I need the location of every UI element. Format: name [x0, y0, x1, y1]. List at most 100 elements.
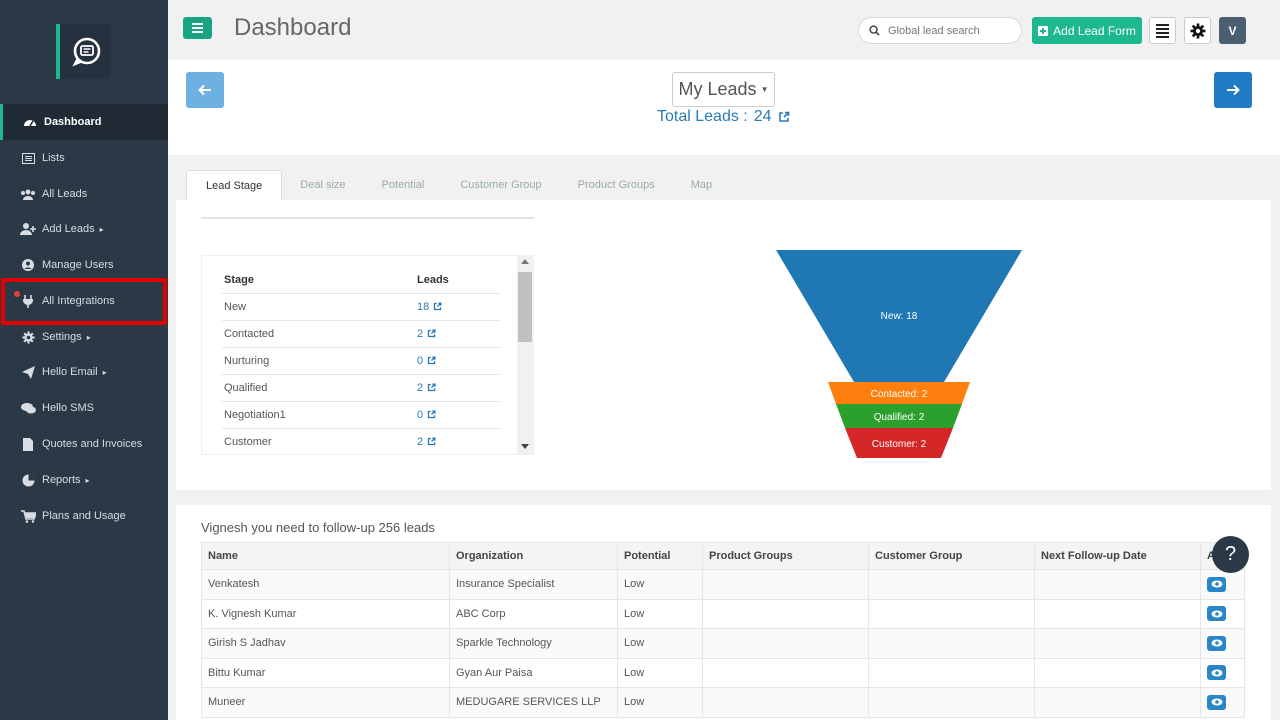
sidebar-item-manage-users[interactable]: Manage Users [0, 247, 168, 283]
tab-customer-group[interactable]: Customer Group [460, 179, 542, 191]
stage-leads-count: 2 [417, 381, 424, 394]
funnel-segment-0[interactable] [776, 250, 1022, 382]
my-leads-dropdown[interactable]: My Leads ▼ [672, 72, 775, 107]
sidebar-item-all-integrations[interactable]: All Integrations [0, 283, 168, 319]
lead-potential: Low [617, 569, 703, 600]
sidebar-item-reports[interactable]: Reports ▸ [0, 462, 168, 498]
lead-stats-panel: Lead Stage Deal size Potential Customer … [176, 170, 1271, 490]
lead-name: Muneer [201, 687, 450, 718]
plus-square-icon [1038, 25, 1049, 36]
table-row: Muneer MEDUGARE SERVICES LLP Low [201, 687, 1245, 718]
external-link-icon [434, 302, 442, 311]
menu-toggle-button[interactable] [183, 17, 212, 39]
col-potential: Potential [617, 542, 703, 570]
list-view-button[interactable] [1149, 17, 1176, 44]
lead-next-follow-up [1034, 569, 1201, 600]
scroll-down-arrow-icon[interactable] [521, 444, 529, 449]
funnel-segment-2[interactable] [836, 404, 962, 428]
lead-potential: Low [617, 628, 703, 659]
lead-organization: ABC Corp [449, 598, 618, 629]
stage-row: Contacted 2 [222, 319, 500, 347]
tab-lead-stage[interactable]: Lead Stage [186, 170, 283, 200]
settings-button[interactable] [1184, 17, 1211, 44]
stage-leads-link[interactable]: 2 [415, 427, 500, 454]
sidebar-item-hello-sms[interactable]: Hello SMS [0, 390, 168, 426]
logo-area [0, 0, 168, 104]
view-lead-button[interactable] [1207, 665, 1226, 681]
sidebar-item-plans-and-usage[interactable]: Plans and Usage [0, 498, 168, 534]
sidebar-item-dashboard[interactable]: Dashboard [0, 104, 168, 140]
total-leads[interactable]: Total Leads : 24 [657, 108, 792, 126]
stage-leads-link[interactable]: 2 [415, 319, 500, 347]
view-lead-button[interactable] [1207, 635, 1226, 651]
sidebar-item-label: Hello Email [42, 366, 98, 378]
tab-map[interactable]: Map [690, 179, 713, 191]
send-icon [20, 365, 36, 379]
tab-potential[interactable]: Potential [381, 179, 425, 191]
help-button[interactable]: ? [1212, 536, 1249, 573]
sidebar-item-all-leads[interactable]: All Leads [0, 176, 168, 212]
leads-header: Leads [417, 274, 449, 287]
lead-potential: Low [617, 598, 703, 629]
stage-leads-link[interactable]: 18 [415, 292, 500, 320]
sidebar-item-label: Manage Users [42, 259, 114, 271]
stage-leads-link[interactable]: 2 [415, 373, 500, 401]
sidebar-item-add-leads[interactable]: Add Leads ▸ [0, 211, 168, 247]
stage-row: Customer 2 [222, 427, 500, 454]
lead-customer-group [868, 569, 1035, 600]
follow-up-card: Vignesh you need to follow-up 256 leads … [176, 505, 1271, 720]
chat-bubble-icon [71, 37, 100, 66]
gear-icon [1190, 23, 1205, 38]
sidebar-item-lists[interactable]: Lists [0, 140, 168, 176]
col-product-groups: Product Groups [702, 542, 869, 570]
notification-dot [14, 291, 20, 297]
arrow-right-icon [1227, 84, 1240, 96]
stage-name: Nurturing [222, 346, 415, 374]
lead-name: Venkatesh [201, 569, 450, 600]
sidebar-item-label: Add Leads [42, 223, 95, 235]
funnel-label-3: Customer: 2 [872, 439, 927, 450]
lead-product-groups [702, 569, 869, 600]
scroll-up-arrow-icon[interactable] [521, 259, 529, 264]
search-input[interactable] [888, 24, 1008, 37]
global-search[interactable] [858, 17, 1022, 44]
user-avatar[interactable]: V [1219, 17, 1246, 44]
users-icon [20, 187, 36, 201]
previous-button[interactable] [186, 72, 224, 108]
next-button[interactable] [1214, 72, 1252, 108]
stage-leads-link[interactable]: 0 [415, 346, 500, 374]
funnel-segment-1[interactable] [828, 382, 970, 404]
user-circle-icon [20, 258, 36, 272]
stage-table: Stage Leads New 18 Contacted 2 Nurturing 0 Qua… [222, 268, 500, 454]
tab-product-groups[interactable]: Product Groups [577, 179, 655, 191]
funnel-label-0: New: 18 [881, 311, 918, 322]
view-lead-button[interactable] [1207, 576, 1226, 592]
lead-customer-group [868, 628, 1035, 659]
sidebar-item-label: Plans and Usage [42, 510, 126, 522]
col-next-follow-up: Next Follow-up Date [1034, 542, 1201, 570]
view-lead-button[interactable] [1207, 606, 1226, 622]
lead-next-follow-up [1034, 657, 1201, 688]
eye-icon [1211, 698, 1222, 706]
sidebar-item-quotes-and-invoices[interactable]: Quotes and Invoices [0, 426, 168, 462]
add-lead-form-button[interactable]: Add Lead Form [1032, 17, 1142, 44]
stage-leads-count: 2 [417, 435, 424, 448]
lead-customer-group [868, 598, 1035, 629]
scroll-thumb[interactable] [518, 272, 532, 342]
lead-stage-panel: Stage Leads New 18 Contacted 2 Nurturing 0 Qua… [176, 200, 1271, 490]
lead-next-follow-up [1034, 598, 1201, 629]
total-leads-value: 24 [753, 108, 772, 125]
sidebar-item-hello-email[interactable]: Hello Email ▸ [0, 354, 168, 390]
page-title: Dashboard [234, 14, 352, 41]
funnel-segment-3[interactable] [845, 428, 953, 458]
lead-organization: Sparkle Technology [449, 628, 618, 659]
stage-leads-link[interactable]: 0 [415, 400, 500, 428]
stage-leads-count: 2 [417, 327, 424, 340]
app-logo[interactable] [56, 24, 111, 79]
leads-summary-card: My Leads ▼ Total Leads : 24 [168, 60, 1280, 155]
tab-deal-size[interactable]: Deal size [300, 179, 346, 191]
view-lead-button[interactable] [1207, 694, 1226, 710]
sidebar-item-label: Lists [42, 152, 65, 164]
sidebar-item-settings[interactable]: Settings ▸ [0, 319, 168, 355]
stage-table-scrollbar[interactable] [517, 255, 534, 455]
